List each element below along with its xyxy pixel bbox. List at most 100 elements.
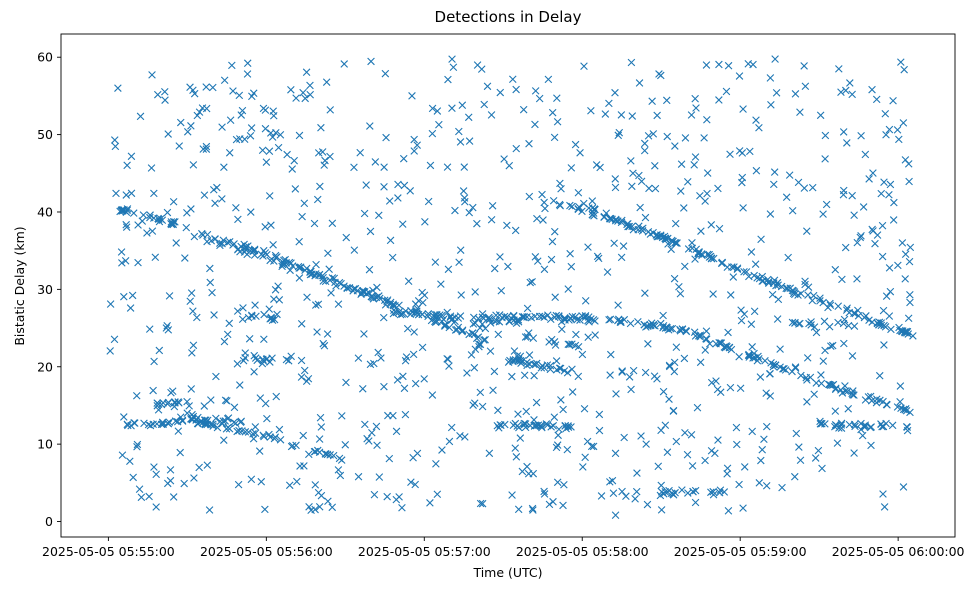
detection-point (756, 373, 765, 381)
detection-point (248, 312, 256, 320)
detection-point (440, 322, 449, 330)
detection-point (872, 95, 881, 104)
detection-point (398, 503, 406, 512)
detection-point (444, 355, 452, 364)
detection-point (306, 270, 315, 279)
data-points (106, 55, 917, 519)
detection-point (779, 364, 787, 373)
detection-point (428, 391, 437, 399)
detection-point (301, 94, 309, 103)
detection-point (808, 296, 817, 305)
detection-point (819, 210, 827, 218)
detection-point (483, 82, 492, 91)
detection-point (432, 313, 440, 322)
detection-point (334, 466, 343, 474)
detection-point (735, 352, 743, 361)
detection-point (834, 302, 843, 310)
detection-point (153, 402, 162, 410)
detection-point (143, 229, 151, 237)
detection-point (696, 331, 705, 339)
detection-point (137, 493, 146, 502)
detection-point (901, 250, 910, 258)
detection-point (872, 398, 881, 407)
detection-point (587, 106, 595, 115)
detection-point (591, 331, 599, 339)
detection-point (671, 142, 679, 150)
detection-point (303, 293, 311, 302)
detection-point (595, 426, 604, 435)
detection-point (726, 150, 734, 159)
detection-point (590, 211, 598, 220)
detection-point (181, 254, 189, 262)
detection-point (552, 311, 561, 320)
detection-point (433, 107, 442, 115)
detection-point (424, 197, 433, 206)
detection-point (747, 320, 756, 329)
detection-point (516, 352, 525, 361)
detection-point (411, 480, 419, 489)
detection-point (791, 364, 800, 372)
detection-point (835, 65, 843, 73)
detection-point (432, 460, 440, 468)
detection-point (901, 406, 909, 414)
detection-point (628, 112, 637, 120)
detection-point (543, 421, 552, 429)
detection-point (278, 262, 286, 271)
detection-point (250, 367, 258, 376)
detection-point (312, 260, 320, 269)
detection-point (460, 163, 469, 171)
detection-point (428, 104, 437, 113)
detection-point (230, 403, 239, 412)
detection-point (124, 421, 132, 430)
detection-point (163, 479, 172, 488)
detection-point (769, 362, 778, 371)
detection-point (322, 78, 331, 86)
detection-point (395, 493, 403, 501)
detection-point (812, 328, 821, 337)
detection-point (877, 189, 886, 198)
detection-point (661, 421, 670, 430)
detection-point (623, 220, 631, 229)
detection-point (745, 272, 753, 281)
detection-point (470, 363, 479, 372)
detection-point (456, 138, 465, 146)
detection-point (140, 419, 148, 428)
detection-point (153, 90, 162, 99)
detection-point (657, 426, 665, 435)
detection-point (750, 349, 758, 358)
detection-point (688, 462, 697, 470)
detection-point (644, 340, 652, 348)
detection-point (240, 135, 249, 143)
detection-point (226, 116, 235, 124)
detection-point (511, 444, 520, 452)
detection-point (656, 491, 665, 500)
detection-point (285, 481, 294, 490)
detection-point (905, 257, 914, 266)
detection-point (697, 227, 705, 235)
detection-point (185, 402, 193, 410)
detection-point (885, 125, 894, 134)
detection-point (785, 171, 794, 179)
detection-point (800, 184, 809, 192)
detection-point (161, 96, 169, 104)
detection-point (122, 220, 130, 229)
detection-point (135, 485, 144, 493)
detection-point (326, 276, 334, 284)
detection-point (343, 284, 351, 293)
detection-point (744, 60, 753, 68)
detection-point (679, 204, 688, 212)
detection-point (857, 131, 865, 140)
detection-point (262, 158, 271, 166)
detection-point (151, 253, 160, 262)
detection-point (588, 204, 597, 212)
detection-point (247, 124, 256, 132)
detection-point (729, 273, 738, 281)
detection-point (676, 327, 685, 335)
detection-point (157, 400, 166, 409)
detection-point (857, 232, 865, 240)
detection-point (801, 277, 809, 286)
detection-point (861, 396, 870, 404)
detection-point (394, 194, 402, 202)
detection-point (828, 341, 837, 350)
detection-point (201, 420, 210, 429)
